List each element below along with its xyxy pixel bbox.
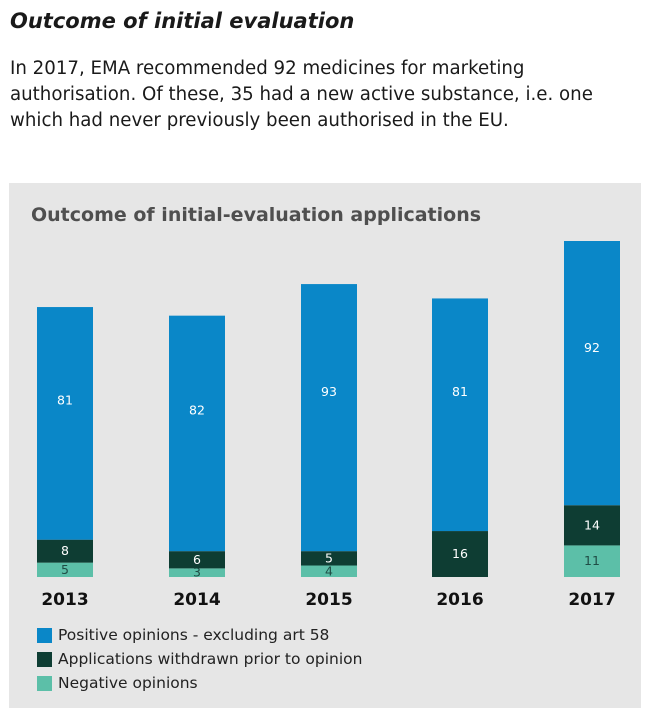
data-label-positive-2014: 82 [189,403,205,418]
data-label-withdrawn-2017: 14 [584,517,600,532]
legend-label-withdrawn: Applications withdrawn prior to opinion [58,650,363,668]
data-label-withdrawn-2015: 5 [325,550,333,565]
data-label-negative-2015: 4 [325,563,333,578]
data-label-withdrawn-2016: 16 [452,546,468,561]
bar-positive-2016 [432,298,488,532]
bar-withdrawn-2017 [564,505,620,546]
bar-negative-2014 [169,568,225,577]
chart-legend: Positive opinions - excluding art 58 App… [37,623,362,695]
bar-positive-2013 [37,307,93,540]
chart-title: Outcome of initial-evaluation applicatio… [31,204,482,226]
legend-swatch-withdrawn [37,651,52,667]
bar-negative-2013 [37,562,93,577]
x-tick-label-2016: 2016 [436,590,483,610]
x-tick-label-2013: 2013 [41,590,88,610]
bar-withdrawn-2014 [169,551,225,569]
bar-withdrawn-2013 [37,539,93,563]
data-label-positive-2013: 81 [57,393,73,408]
bar-negative-2015 [301,565,357,577]
data-label-withdrawn-2013: 8 [61,543,69,558]
data-label-negative-2013: 5 [61,562,69,577]
bar-positive-2015 [301,284,357,552]
bar-withdrawn-2016 [432,531,488,577]
bar-withdrawn-2015 [301,551,357,566]
bar-positive-2017 [564,241,620,506]
data-label-positive-2017: 92 [584,340,600,355]
x-tick-label-2017: 2017 [568,590,615,610]
intro-paragraph: In 2017, EMA recommended 92 medicines fo… [10,58,593,131]
stacked-bar-chart: 5881201336822014459320151681201611149220… [37,241,620,610]
data-label-negative-2017: 11 [584,553,600,568]
legend-label-negative: Negative opinions [58,674,198,692]
legend-swatch-negative [37,675,52,691]
page-heading: Outcome of initial evaluation [10,9,355,33]
x-tick-label-2014: 2014 [173,590,220,610]
data-label-negative-2014: 3 [193,565,201,580]
legend-item-positive: Positive opinions - excluding art 58 [37,623,362,647]
data-label-withdrawn-2014: 6 [193,552,201,567]
legend-item-negative: Negative opinions [37,671,362,695]
legend-item-withdrawn: Applications withdrawn prior to opinion [37,647,362,671]
data-label-positive-2015: 93 [321,384,337,399]
legend-swatch-positive [37,627,52,643]
bar-positive-2014 [169,315,225,552]
chart-panel: Outcome of initial-evaluation applicatio… [9,183,641,708]
bar-negative-2017 [564,545,620,577]
legend-label-positive: Positive opinions - excluding art 58 [58,626,330,644]
x-tick-label-2015: 2015 [305,590,352,610]
data-label-positive-2016: 81 [452,384,468,399]
